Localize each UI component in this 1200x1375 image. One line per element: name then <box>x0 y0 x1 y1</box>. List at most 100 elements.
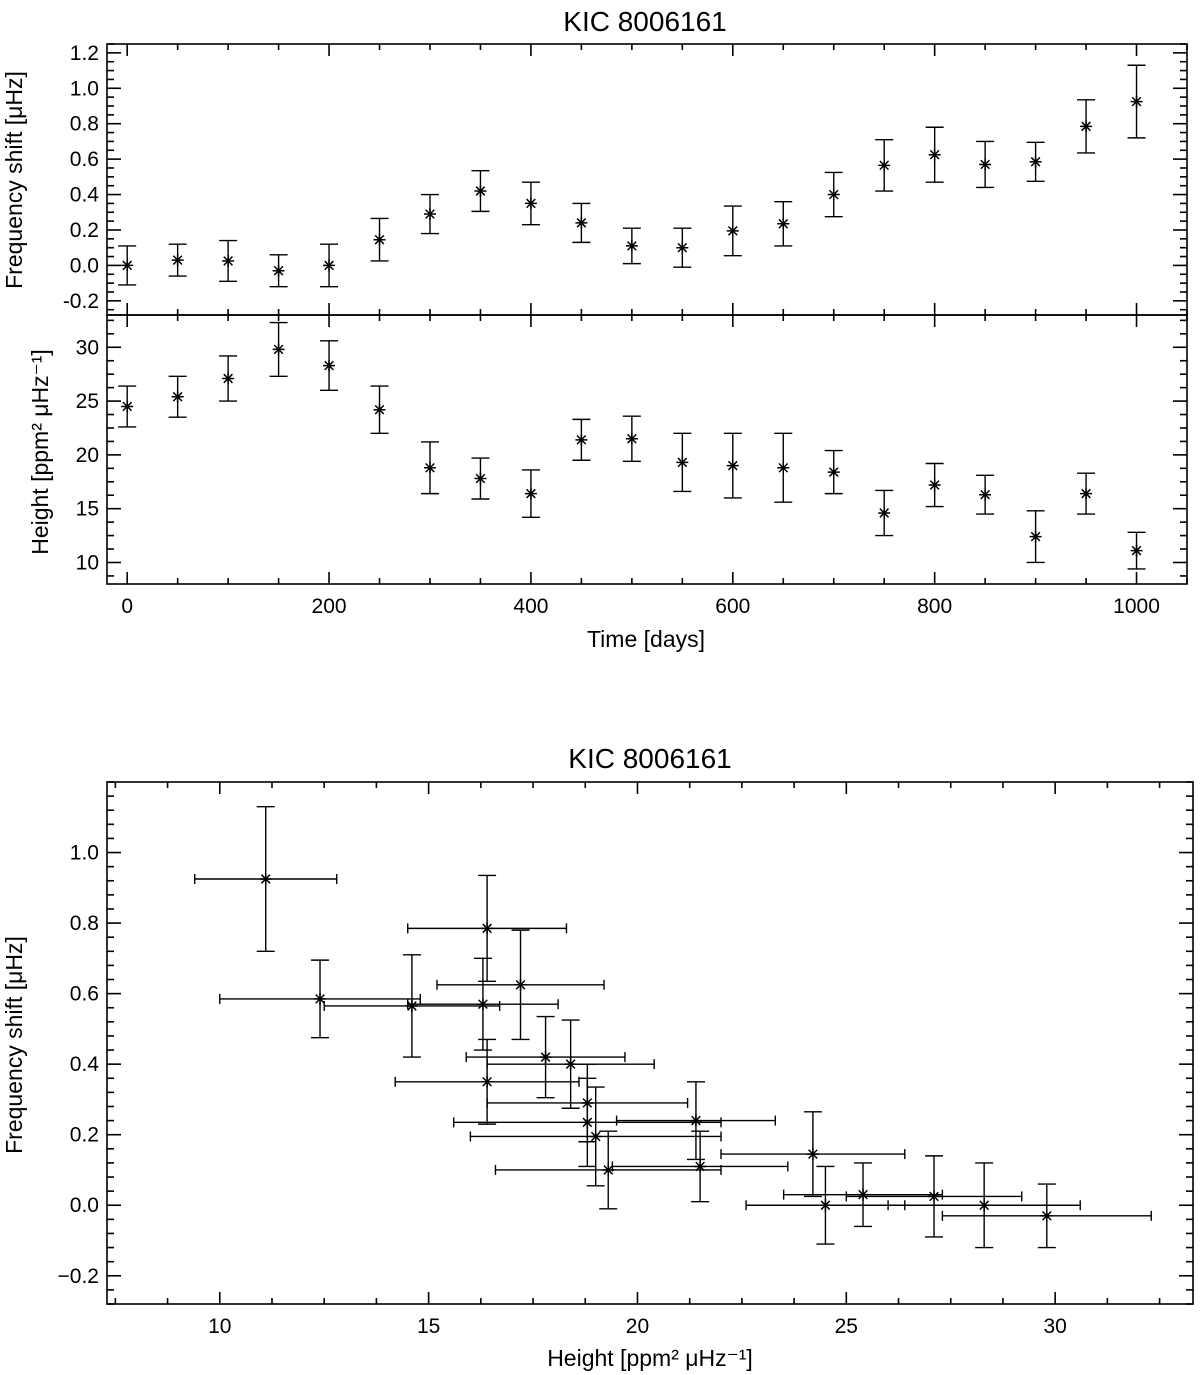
freq-vs-height-asterisk-marker <box>819 1199 832 1212</box>
freq-shift-data-point <box>875 138 894 192</box>
freq-shift-asterisk-marker <box>474 185 487 198</box>
freq-vs-height-plot-frame <box>106 781 1194 1305</box>
freq-vs-height-data-point <box>452 1077 722 1168</box>
top-panel-title: KIC 8006161 <box>563 6 726 37</box>
height-asterisk-marker <box>625 432 638 445</box>
height-x-tick-label: 200 <box>312 595 347 618</box>
freq-shift-data-point <box>824 171 843 218</box>
freq-vs-height-data-point <box>887 1162 1081 1249</box>
freq-shift-asterisk-marker <box>625 239 638 252</box>
height-asterisk-marker <box>474 472 487 485</box>
freq-shift-asterisk-marker <box>1130 95 1143 108</box>
freq-vs-height-data-point <box>436 929 605 1041</box>
freq-shift-y-tick-label: 0.4 <box>70 184 100 207</box>
freq-vs-height-asterisk-marker <box>1040 1209 1053 1222</box>
height-x-tick-label: 0 <box>121 595 133 618</box>
freq-vs-height-asterisk-marker <box>481 1075 494 1088</box>
height-asterisk-marker <box>827 466 840 479</box>
height-x-tick-label: 400 <box>513 595 548 618</box>
time-axis-label: Time [days] <box>587 626 705 652</box>
freq-shift-data-point <box>1127 64 1146 139</box>
freq-shift-data-point <box>622 227 641 265</box>
freq-shift-data-point <box>774 200 793 247</box>
freq-vs-height-y-tick-label: 1.0 <box>70 842 99 865</box>
height-data-point <box>370 385 389 435</box>
height-plot-frame <box>106 314 1188 585</box>
height-asterisk-marker <box>524 487 537 500</box>
freq-vs-height-data-point <box>407 957 559 1051</box>
freq-vs-height-data-point <box>407 874 568 982</box>
freq-vs-height-data-point <box>494 1130 722 1210</box>
height-data-point <box>420 441 439 495</box>
freq-shift-y-tick-label: 0.0 <box>70 254 99 277</box>
freq-shift-y-tick-label: 0.2 <box>70 219 99 242</box>
height-asterisk-marker <box>575 433 588 446</box>
freq-vs-height-data-point <box>394 1038 580 1125</box>
frequency-shift-vs-height-panel: 10 15 20 25 30 −0.2 0.0 0.2 0.4 0.6 0.8 1.0 <box>58 781 1194 1338</box>
height-asterisk-marker <box>878 506 891 519</box>
freq-shift-asterisk-marker <box>1029 155 1042 168</box>
freq-vs-height-data-point <box>194 805 338 952</box>
freq-shift-data-point <box>118 245 137 286</box>
height-x-tick-label: 800 <box>917 595 952 618</box>
freq-vs-height-data-point <box>486 1019 655 1109</box>
freq-shift-plot-frame <box>106 43 1188 316</box>
freq-vs-height-x-tick-label: 20 <box>626 1315 649 1338</box>
height-y-tick-label: 10 <box>76 551 99 574</box>
height-asterisk-marker <box>323 359 336 372</box>
height-asterisk-marker <box>1080 487 1093 500</box>
freq-shift-data-point <box>168 243 187 277</box>
freq-shift-data-point <box>521 181 540 226</box>
freq-vs-height-data-point <box>469 1086 722 1187</box>
height-axis-label: Height [ppm² μHz⁻¹] <box>27 349 53 555</box>
freq-vs-height-data-point <box>611 1130 789 1203</box>
height-data-point <box>471 457 490 500</box>
freq-vs-height-asterisk-marker <box>476 998 489 1011</box>
freq-shift-data-point <box>420 193 439 235</box>
freq-vs-height-y-tick-label: 0.6 <box>70 983 99 1006</box>
freq-vs-height-data-point <box>615 1081 777 1161</box>
height-x-tick-label: 600 <box>715 595 750 618</box>
freq-vs-height-y-tick-label: 0.0 <box>70 1194 99 1217</box>
freq-vs-height-data-point <box>720 1111 906 1198</box>
freq-shift-data-point <box>723 205 742 257</box>
freq-shift-asterisk-marker <box>373 233 386 246</box>
height-asterisk-marker <box>222 372 235 385</box>
freq-shift-y-tick-label: 1.2 <box>70 42 99 65</box>
freq-vs-height-data-point <box>845 1155 1023 1238</box>
height-data-point <box>118 385 137 428</box>
height-asterisk-marker <box>928 479 941 492</box>
freq-vs-height-asterisk-marker <box>405 999 418 1012</box>
freq-vs-height-asterisk-marker <box>602 1163 615 1176</box>
height-y-tick-label: 20 <box>76 444 99 467</box>
height-asterisk-marker <box>121 400 134 413</box>
freq-vs-height-data-point <box>782 1162 944 1228</box>
height-x-tick-label: 1000 <box>1113 595 1160 618</box>
freq-vs-height-data-point <box>745 1165 906 1245</box>
height-y-tick-label: 15 <box>76 498 99 521</box>
height-data-point <box>168 375 187 418</box>
freq-shift-asterisk-marker <box>979 158 992 171</box>
height-data-point <box>673 432 692 493</box>
freq-shift-data-point <box>219 239 238 283</box>
freq-vs-height-asterisk-marker <box>978 1199 991 1212</box>
height-data-point <box>572 418 591 461</box>
height-asterisk-marker <box>676 456 689 469</box>
freq-vs-height-y-tick-label: 0.8 <box>70 912 99 935</box>
height-asterisk-marker <box>726 459 739 472</box>
freq-shift-data-point <box>572 202 591 244</box>
freq-vs-height-x-tick-label: 25 <box>835 1315 858 1338</box>
freq-shift-asterisk-marker <box>423 208 436 221</box>
height-data-point <box>875 489 894 537</box>
height-data-point <box>723 432 742 499</box>
freq-vs-height-data-point <box>465 1015 626 1099</box>
freq-vs-height-asterisk-marker <box>928 1190 941 1203</box>
height-data-point <box>925 462 944 508</box>
height-asterisk-marker <box>979 488 992 501</box>
freq-shift-data-point <box>925 126 944 183</box>
freq-vs-height-data-point <box>323 954 501 1058</box>
freq-vs-height-asterisk-marker <box>514 978 527 991</box>
freq-vs-height-asterisk-marker <box>694 1160 707 1173</box>
freq-vs-height-data-point <box>941 1183 1152 1249</box>
